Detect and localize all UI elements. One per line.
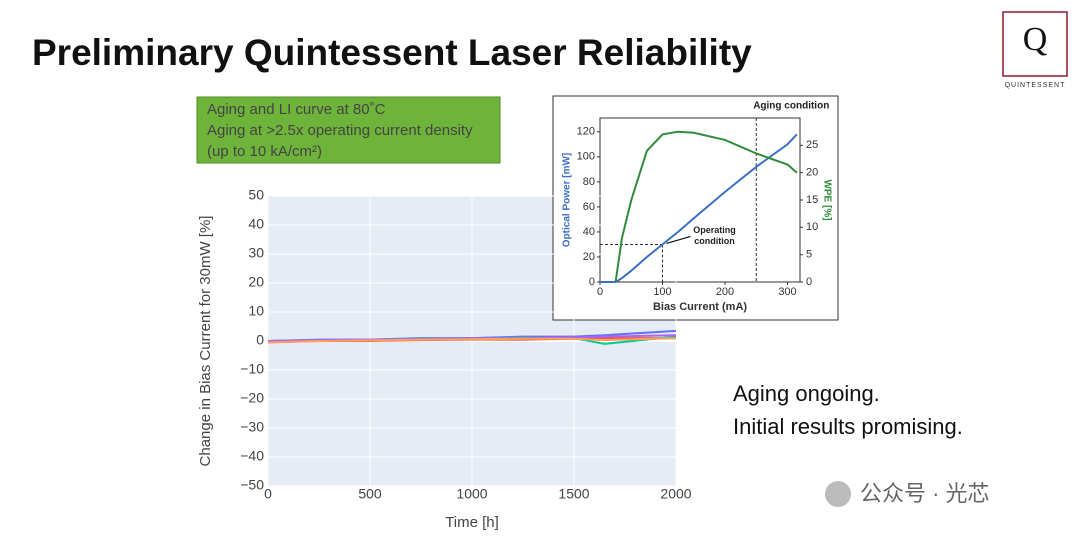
y2-tick-label: 5: [806, 249, 812, 261]
y-tick-label: 80: [583, 176, 595, 188]
y-tick-label: 30: [248, 245, 264, 261]
data-line: [600, 133, 798, 283]
y-tick-label: 60: [583, 201, 595, 213]
y-tick-label: 40: [583, 226, 595, 238]
y-tick-label: −30: [240, 419, 264, 435]
y-axis-title: Change in Bias Current for 30mW [%]: [197, 216, 214, 467]
x-tick-label: 300: [778, 286, 796, 298]
y-tick-label: 20: [248, 274, 264, 290]
y-tick-label: 50: [248, 187, 264, 203]
y2-tick-label: 0: [806, 276, 812, 288]
y-axis-title: Optical Power [mW]: [562, 153, 573, 247]
y-tick-label: 10: [248, 303, 264, 319]
y2-axis-title: WPE [%]: [821, 179, 832, 220]
logo-name: QUINTESSENT: [1005, 82, 1066, 89]
logo-box: [1002, 11, 1068, 77]
data-line: [614, 130, 798, 283]
x-tick-label: 500: [358, 486, 382, 502]
y2-tick-label: 25: [806, 139, 818, 151]
logo-letter: Q: [1023, 21, 1048, 58]
x-tick-label: 200: [716, 286, 734, 298]
remark: Initial results promising.: [733, 414, 963, 439]
y-tick-label: 0: [256, 332, 264, 348]
x-axis-title: Bias Current (mA): [653, 301, 747, 313]
annotation-arrow: [666, 235, 691, 245]
slide-title: Preliminary Quintessent Laser Reliabilit…: [32, 32, 752, 73]
data-line: [267, 337, 677, 344]
y-tick-label: −10: [240, 361, 264, 377]
x-tick-label: 0: [597, 286, 603, 298]
y-tick-label: −20: [240, 390, 264, 406]
y-tick-label: 20: [583, 251, 595, 263]
x-tick-label: 1000: [456, 486, 487, 502]
y2-tick-label: 20: [806, 167, 818, 179]
remark: Aging ongoing.: [733, 381, 880, 406]
y-tick-label: 0: [589, 276, 595, 288]
annotation: condition: [694, 236, 735, 246]
x-tick-label: 0: [264, 486, 272, 502]
y2-tick-label: 15: [806, 194, 818, 206]
annotation: Operating: [693, 225, 736, 235]
y-tick-label: 100: [577, 151, 595, 163]
y-tick-label: 120: [577, 126, 595, 138]
x-tick-label: 2000: [660, 486, 691, 502]
note-line: (up to 10 kA/cm²): [207, 143, 322, 160]
x-tick-label: 100: [653, 286, 671, 298]
y2-tick-label: 10: [806, 221, 818, 233]
watermark-icon: [825, 481, 851, 507]
x-axis-title: Time [h]: [445, 514, 499, 531]
y-tick-label: −40: [240, 448, 264, 464]
y-tick-label: 40: [248, 216, 264, 232]
x-tick-label: 1500: [558, 486, 589, 502]
note-box: [196, 96, 501, 164]
annotation: Aging condition: [753, 101, 829, 112]
note-line: Aging and LI curve at 80˚C: [207, 101, 386, 118]
y-tick-label: −50: [240, 477, 264, 493]
note-line: Aging at >2.5x operating current density: [207, 122, 473, 139]
watermark: 公众号 · 光芯: [860, 481, 990, 506]
